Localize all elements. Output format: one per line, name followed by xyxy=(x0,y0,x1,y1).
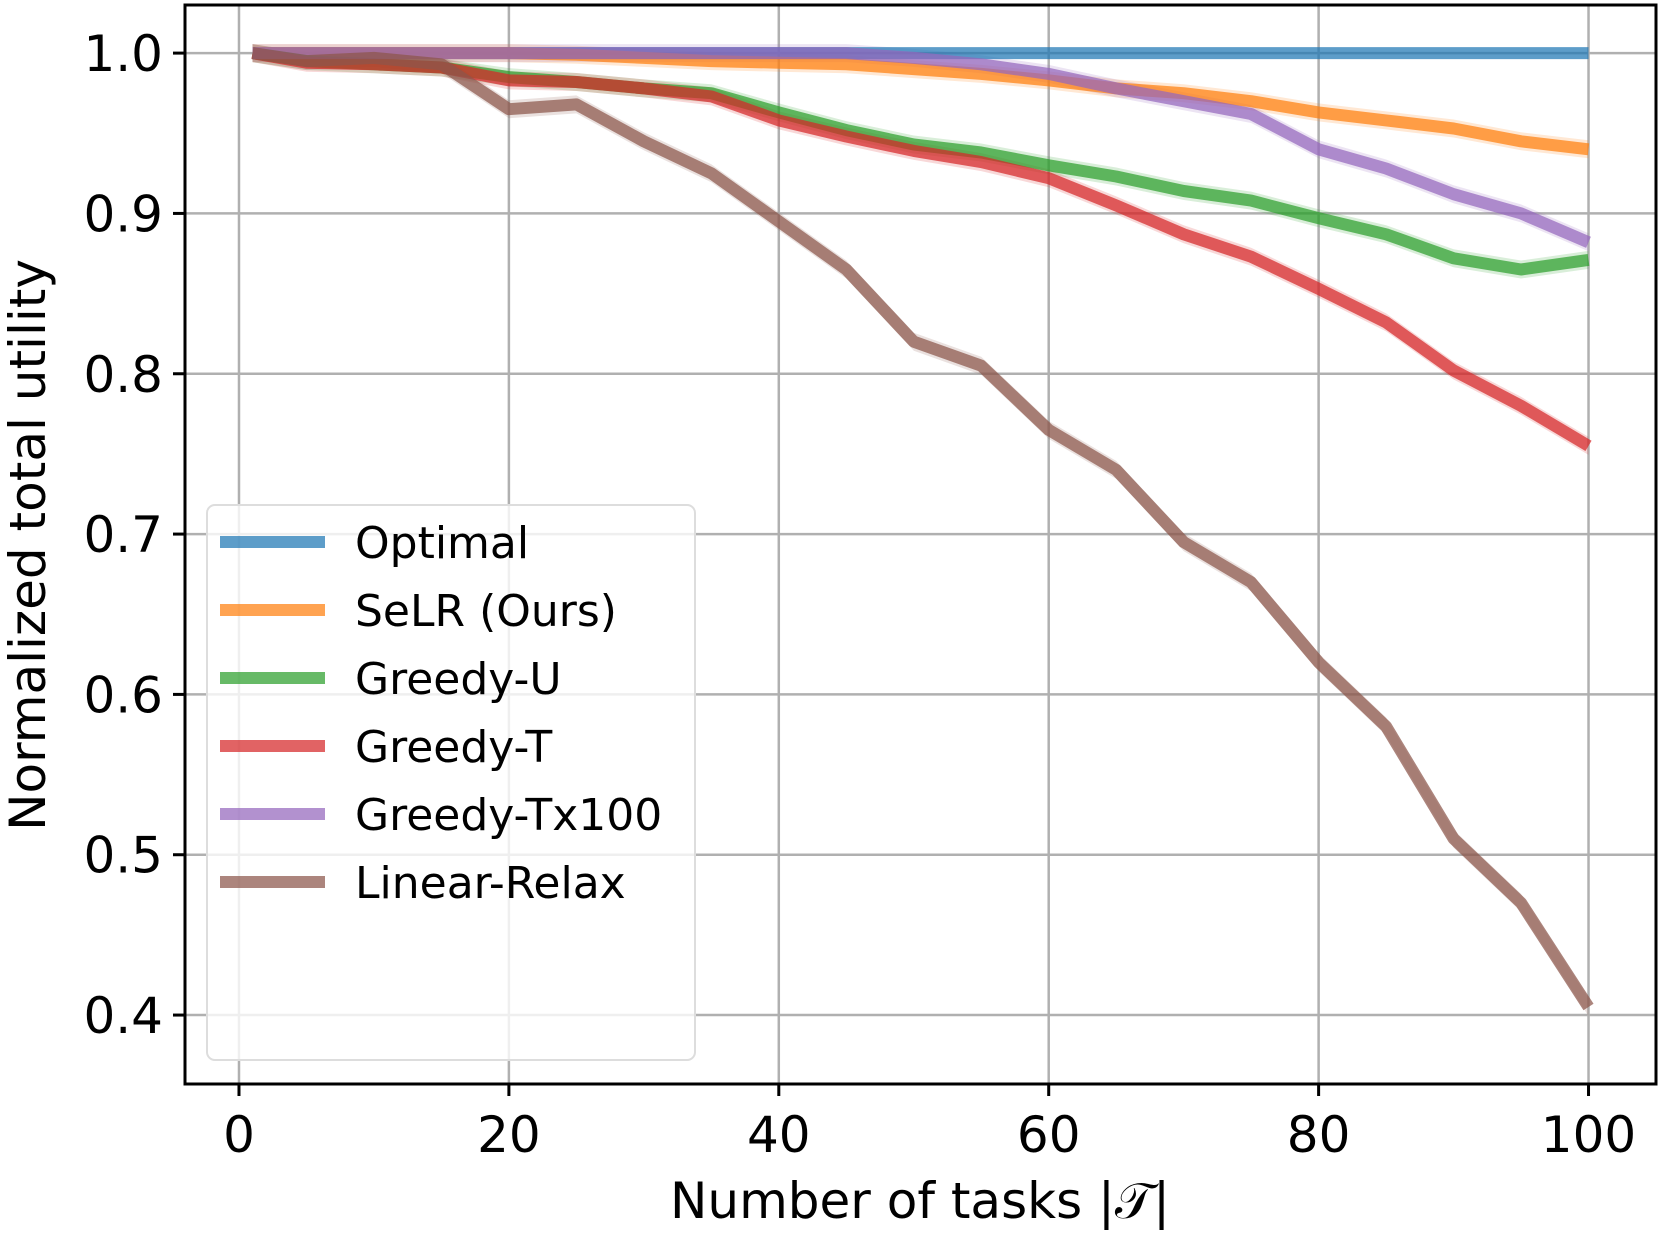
y-tick-label: 0.4 xyxy=(83,987,163,1045)
legend-label: SeLR (Ours) xyxy=(355,586,617,637)
y-tick-label: 0.9 xyxy=(83,185,163,243)
series-line xyxy=(251,47,1594,1011)
legend: Optimal SeLR (Ours) Greedy-U Greedy-T Greedy… xyxy=(206,504,696,1061)
y-tick-label: 0.6 xyxy=(83,666,163,724)
legend-label: Greedy-T xyxy=(355,722,552,773)
x-tick-label: 60 xyxy=(1017,1106,1081,1164)
plot-frame xyxy=(183,3,1658,1086)
y-tick-label: 0.8 xyxy=(83,346,163,404)
y-tick-label: 0.7 xyxy=(83,506,163,564)
y-axis-label: Normalized total utility xyxy=(0,259,57,831)
legend-label: Greedy-U xyxy=(355,654,562,705)
x-tick-label: 100 xyxy=(1541,1106,1636,1164)
legend-label: Linear-Relax xyxy=(355,858,626,909)
legend-label: Optimal xyxy=(355,518,529,569)
series-line xyxy=(251,47,1592,452)
x-tick-label: 20 xyxy=(477,1106,541,1164)
legend-frame xyxy=(206,504,696,1061)
series-lines xyxy=(251,47,1594,1011)
x-ticks: 0 20 40 60 80 100 xyxy=(223,1084,1636,1164)
x-axis-label: Number of tasks |𝒯| xyxy=(670,1172,1170,1230)
x-tick-label: 40 xyxy=(747,1106,811,1164)
x-tick-label: 80 xyxy=(1287,1106,1351,1164)
x-tick-label: 0 xyxy=(223,1106,255,1164)
legend-label: Greedy-Tx100 xyxy=(355,790,662,841)
series-line xyxy=(252,47,1591,248)
y-tick-label: 1.0 xyxy=(83,25,163,83)
y-ticks: 0.4 0.5 0.6 0.7 0.8 0.9 1.0 xyxy=(83,25,185,1045)
y-tick-label: 0.5 xyxy=(83,827,163,885)
